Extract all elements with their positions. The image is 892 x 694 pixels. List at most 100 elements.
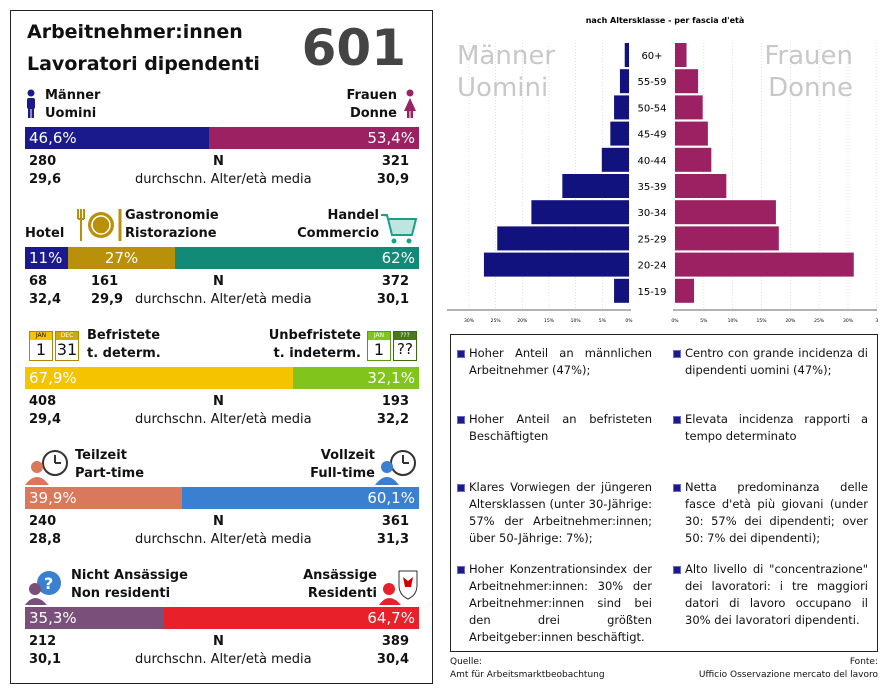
bar-women [675,43,687,67]
n-value: 193 [381,394,409,409]
n-value: 372 [381,274,409,289]
x-tick-label: 30% [464,318,475,324]
bar-men [610,121,629,146]
n-label: N [213,634,224,649]
label: Gastronomie [125,208,219,223]
finding-de: Hoher Anteil an befristeten Beschäftigte… [457,411,652,445]
label: Vollzeit [320,448,375,463]
x-tick-label: 25% [814,318,825,324]
resident-coat-of-arms-icon [379,570,418,605]
n-label: N [213,394,224,409]
label: Handel [327,208,380,223]
bar-men [624,43,629,67]
calendar-month: JAN [30,332,52,340]
source-label-de: Quelle: [450,657,482,667]
calendar-day: ?? [397,340,413,358]
bar-men [531,200,629,225]
age-value: 30,4 [376,652,409,667]
calendar-month: JAN [368,332,390,340]
calendar-day: 1 [373,340,385,359]
x-tick-label: 5% [700,318,708,324]
x-tick-label: 3 [875,318,878,324]
n-value: 389 [381,634,409,649]
man-icon [27,89,35,118]
legend-women-de: Frauen [764,41,853,71]
age-value: 30,9 [376,172,409,187]
n-value: 212 [29,634,57,649]
x-tick-label: 0% [671,318,679,324]
legend-men-it: Uomini [457,73,548,103]
bar-women [675,174,727,198]
finding-de: Hoher Konzentrationsindex der Arbeitnehm… [457,561,652,646]
label: Nicht Ansässige [71,568,188,583]
title-de: Arbeitnehmer:innen [27,21,243,43]
bar-segment: 39,9% [25,487,183,509]
age-class-label: 25-29 [637,234,666,245]
label: Hotel [25,226,65,241]
bar-men [497,226,629,251]
chart-title: nach Altersklasse - per fascia d'età [586,16,745,25]
age-class-label: 55-59 [637,77,666,88]
label: Non residenti [71,586,171,601]
share-bar: 39,9% 60,1% [25,487,419,509]
age-value: 29,6 [29,172,62,187]
label: t. indeterm. [273,346,361,361]
age-class-label: 30-34 [637,208,666,219]
full-time-person-clock-icon [375,450,416,485]
age-pyramid-chart: nach Altersklasse - per fascia d'età Män… [447,16,878,324]
age-label: durchschn. Alter/età media [135,292,312,307]
x-tick-label: 10% [571,318,582,324]
bar-segment: 35,3% [25,607,165,629]
age-class-label: 20-24 [637,261,666,272]
age-label: durchschn. Alter/età media [135,172,312,187]
sector-section: Hotel Gastronomie Ristorazione Handel Co… [25,207,419,317]
calendar-icon: JAN 1 [29,331,53,361]
finding-de: Hoher Anteil an männlichen Arbeitnehmer … [457,345,652,379]
x-tick-label: 20% [785,318,796,324]
age-value: 29,9 [91,292,124,307]
bar-men [614,95,629,120]
bar-women [675,121,708,146]
finding-it: Alto livello di "concentrazione" dei lav… [673,561,868,629]
n-label: N [213,154,224,169]
bar-women [675,200,776,225]
x-tick-label: 20% [517,318,528,324]
label: Männer [45,88,101,103]
bar-men [619,69,629,94]
label: Uomini [45,106,97,121]
calendar-month: DEC [56,332,78,340]
n-value: 361 [381,514,409,529]
bar-women [675,95,703,120]
age-class-label: 15-19 [637,287,666,298]
label: Commercio [297,226,379,241]
bar-men [483,252,629,277]
bar-segment: 64,7% [164,607,419,629]
n-value: 321 [381,154,409,169]
age-value: 29,4 [29,412,62,427]
n-value: 240 [29,514,57,529]
finding-it: Netta predominanza delle fasce d'età più… [673,479,868,547]
share-bar: 46,6% 53,4% [25,127,419,149]
label: t. determ. [87,346,161,361]
non-resident-question-icon: ? [25,571,61,605]
total-count: 601 [301,19,406,77]
age-value: 28,8 [29,532,62,547]
age-class-label: 60+ [641,51,662,62]
bar-women [675,226,779,251]
bar-segment: 11% [25,247,69,269]
bar-men [614,278,629,303]
n-value: 408 [29,394,57,409]
age-class-label: 45-49 [637,130,666,141]
source-label-it: Fonte: [849,657,878,667]
worktime-section: Teilzeit Part-time Vollzeit Full-time 39… [25,447,419,557]
age-value: 31,3 [376,532,409,547]
label: Ansässige [303,568,377,583]
n-value: 68 [29,274,48,289]
age-class-label: 35-39 [637,182,666,193]
x-tick-label: 30% [843,318,854,324]
source-it: Ufficio Osservazione mercato del lavoro [698,670,878,680]
label: Unbefristete [268,328,361,343]
age-class-label: 50-54 [637,103,666,114]
legend-women-it: Donne [768,73,853,103]
contract-section: JAN 1 DEC 31 Befristete t. determ. Unbefri… [25,327,419,437]
